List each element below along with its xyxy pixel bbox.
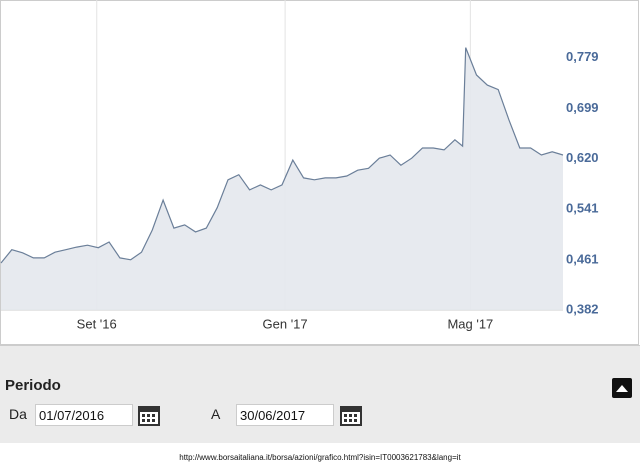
chart: Set '16 Gen '17 Mag '17 0,382 0,461 0,541 0,62… xyxy=(0,0,639,345)
to-label: A xyxy=(211,406,221,422)
calendar-icon[interactable] xyxy=(138,404,160,426)
x-tick-label: Set '16 xyxy=(77,316,117,331)
y-tick-label: 0,461 xyxy=(566,251,599,266)
y-tick-label: 0,620 xyxy=(566,150,599,165)
from-label: Da xyxy=(9,406,27,422)
collapse-button[interactable] xyxy=(612,378,632,398)
source-url: http://www.borsaitaliana.it/borsa/azioni… xyxy=(179,453,461,462)
period-title: Periodo xyxy=(5,377,61,394)
y-tick-label: 0,699 xyxy=(566,100,599,115)
to-input[interactable]: 30/06/2017 xyxy=(236,404,334,426)
y-tick-label: 0,541 xyxy=(566,200,599,215)
y-tick-label: 0,382 xyxy=(566,301,599,316)
from-input[interactable]: 01/07/2016 xyxy=(35,404,133,426)
y-tick-label: 0,779 xyxy=(566,49,599,64)
price-line xyxy=(0,47,564,264)
x-tick-label: Gen '17 xyxy=(263,316,308,331)
calendar-icon[interactable] xyxy=(340,404,362,426)
x-tick-label: Mag '17 xyxy=(447,316,493,331)
area xyxy=(1,47,563,310)
period-panel xyxy=(0,345,640,443)
